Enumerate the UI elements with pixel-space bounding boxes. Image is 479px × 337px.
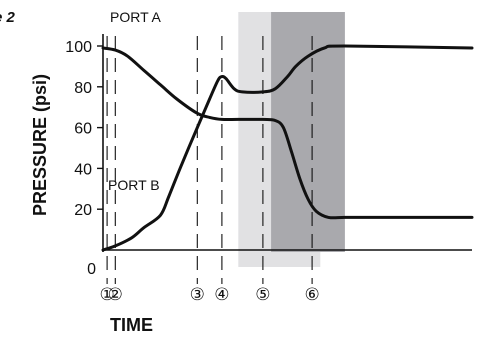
marker-label-6: ⑥ <box>304 285 319 305</box>
marker-label-1: ① <box>99 285 114 305</box>
series-label-port-b: PORT B <box>108 177 160 193</box>
y-tick-label-0: 0 <box>87 261 96 278</box>
marker-label-2: ② <box>108 285 123 305</box>
series-line-port-b <box>101 44 474 252</box>
shaded-regions <box>238 12 345 267</box>
y-tick-label-100: 100 <box>65 39 92 56</box>
y-tick-label-80: 80 <box>74 80 92 97</box>
y-tick-label-20: 20 <box>74 202 92 219</box>
series-lines <box>101 44 474 252</box>
time-markers <box>106 36 313 284</box>
y-tick-label-40: 40 <box>74 161 92 178</box>
series-line-port-a <box>101 46 474 220</box>
marker-label-5: ⑤ <box>255 285 270 305</box>
corner-label: e 2 <box>0 9 16 26</box>
series-labels: PORT A PORT B <box>108 9 162 193</box>
shaded-region-2 <box>271 12 345 252</box>
x-axis-title: TIME <box>110 315 153 335</box>
y-axis-title: PRESSURE (psi) <box>30 74 50 216</box>
marker-labels: ①② ③ ④ ⑤ ⑥ <box>99 285 319 305</box>
y-tick-label-60: 60 <box>74 121 92 138</box>
series-label-port-a: PORT A <box>110 9 162 25</box>
marker-label-3: ③ <box>190 285 205 305</box>
y-ticks: 0 20 40 60 80 100 <box>65 39 103 278</box>
marker-label-4: ④ <box>214 285 229 305</box>
